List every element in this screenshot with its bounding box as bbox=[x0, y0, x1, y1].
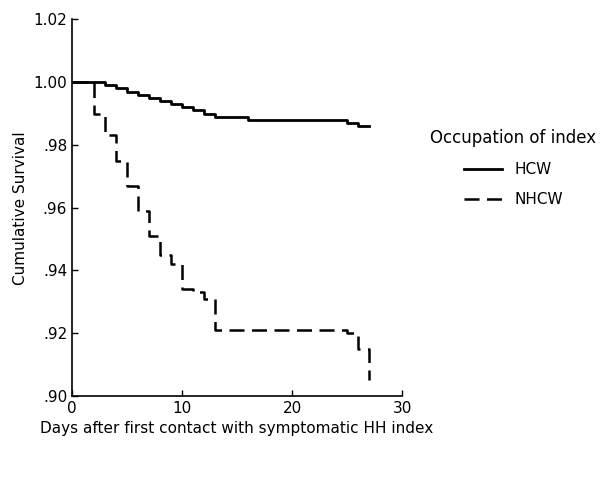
Legend: HCW, NHCW: HCW, NHCW bbox=[423, 121, 600, 215]
X-axis label: Days after first contact with symptomatic HH index: Days after first contact with symptomati… bbox=[40, 422, 434, 437]
Y-axis label: Cumulative Survival: Cumulative Survival bbox=[13, 131, 28, 284]
